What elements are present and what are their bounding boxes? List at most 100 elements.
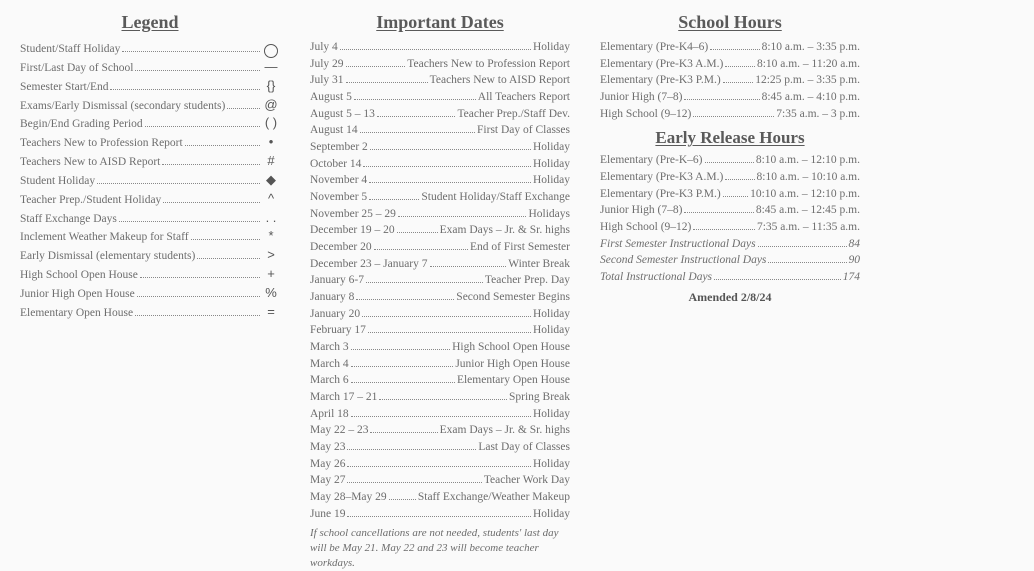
date-label: March 3 — [310, 339, 349, 356]
legend-symbol: @ — [262, 96, 280, 115]
date-event: Last Day of Classes — [478, 439, 570, 456]
legend-label: Inclement Weather Makeup for Staff — [20, 229, 189, 246]
date-event: Holiday — [533, 39, 570, 56]
leader-dots — [347, 466, 530, 467]
date-label: August 5 — [310, 89, 352, 106]
hours-column: School Hours Elementary (Pre-K4–6)8:10 a… — [600, 12, 860, 541]
leader-dots — [356, 299, 454, 300]
legend-symbol: • — [262, 133, 280, 152]
leader-dots — [710, 49, 759, 50]
leader-dots — [119, 221, 260, 222]
leader-dots — [185, 145, 260, 146]
leader-dots — [137, 296, 260, 297]
legend-row: High School Open House+ — [20, 265, 280, 284]
leader-dots — [684, 99, 759, 100]
date-event: Elementary Open House — [457, 372, 570, 389]
legend-row: Early Dismissal (elementary students) > — [20, 246, 280, 265]
hours-row: High School (9–12) 7:35 a.m. – 3 p.m. — [600, 106, 860, 123]
hours-label: High School (9–12) — [600, 219, 691, 236]
date-label: September 2 — [310, 139, 368, 156]
date-row: August 5 – 13Teacher Prep./Staff Dev. — [310, 106, 570, 123]
hours-label: Elementary (Pre-K–6) — [600, 152, 703, 169]
amended-note: Amended 2/8/24 — [600, 290, 860, 305]
legend-symbol: — — [262, 58, 280, 77]
date-label: March 4 — [310, 356, 349, 373]
legend-symbol — [262, 39, 280, 58]
legend-label: Early Dismissal (elementary students) — [20, 248, 195, 265]
date-row: January 6-7Teacher Prep. Day — [310, 272, 570, 289]
hours-value: 8:45 a.m. – 12:45 p.m. — [756, 202, 860, 219]
date-label: November 4 — [310, 172, 367, 189]
hours-row: First Semester Instructional Days84 — [600, 236, 860, 253]
leader-dots — [366, 282, 483, 283]
date-event: Holiday — [533, 456, 570, 473]
date-event: Holiday — [533, 172, 570, 189]
date-event: Teacher Prep./Staff Dev. — [457, 106, 570, 123]
leader-dots — [163, 202, 260, 203]
date-event: Holiday — [533, 306, 570, 323]
legend-row: Elementary Open House= — [20, 303, 280, 322]
date-label: December 20 — [310, 239, 372, 256]
date-event: Staff Exchange/Weather Makeup — [418, 489, 570, 506]
hours-row: Junior High (7–8)8:45 a.m. – 4:10 p.m. — [600, 89, 860, 106]
hours-value: 12:25 p.m. – 3:35 p.m. — [755, 72, 860, 89]
hours-value: 84 — [849, 236, 861, 253]
leader-dots — [397, 232, 438, 233]
date-event: Exam Days – Jr. & Sr. highs — [440, 222, 570, 239]
hours-row: Second Semester Instructional Days90 — [600, 252, 860, 269]
legend-symbol: {} — [262, 77, 280, 96]
hours-label: Elementary (Pre-K3 A.M.) — [600, 56, 723, 73]
date-event: Holiday — [533, 406, 570, 423]
leader-dots — [684, 212, 753, 213]
legend-symbol: ^ — [262, 190, 280, 209]
legend-symbol: . . — [262, 209, 280, 228]
hours-row: Elementary (Pre-K3 P.M.)10:10 a.m. – 12:… — [600, 186, 860, 203]
legend-symbol: > — [262, 246, 280, 265]
leader-dots — [110, 89, 260, 90]
leader-dots — [346, 66, 406, 67]
early-hours-list: Elementary (Pre-K–6) 8:10 a.m. – 12:10 p.… — [600, 152, 860, 235]
hours-label: Elementary (Pre-K3 A.M.) — [600, 169, 723, 186]
leader-dots — [354, 99, 476, 100]
date-label: December 23 – January 7 — [310, 256, 428, 273]
date-row: December 23 – January 7Winter Break — [310, 256, 570, 273]
leader-dots — [351, 382, 455, 383]
leader-dots — [369, 199, 419, 200]
date-row: February 17Holiday — [310, 322, 570, 339]
hours-value: 7:35 a.m. – 3 p.m. — [776, 106, 860, 123]
date-label: May 23 — [310, 439, 345, 456]
legend-column: Legend Student/Staff HolidayFirst/Last D… — [20, 12, 280, 541]
hours-label: High School (9–12) — [600, 106, 691, 123]
date-label: February 17 — [310, 322, 366, 339]
date-label: January 20 — [310, 306, 360, 323]
date-label: December 19 – 20 — [310, 222, 395, 239]
date-event: Teacher Work Day — [484, 472, 570, 489]
date-label: January 8 — [310, 289, 354, 306]
date-event: Holiday — [533, 156, 570, 173]
hours-value: 90 — [849, 252, 861, 269]
legend-row: Inclement Weather Makeup for Staff* — [20, 227, 280, 246]
dates-title: Important Dates — [310, 12, 570, 33]
hours-value: 8:10 a.m. – 12:10 p.m. — [756, 152, 860, 169]
hours-value: 8:10 a.m. – 11:20 a.m. — [757, 56, 860, 73]
date-row: November 5Student Holiday/Staff Exchange — [310, 189, 570, 206]
date-row: August 5All Teachers Report — [310, 89, 570, 106]
legend-label: Exams/Early Dismissal (secondary student… — [20, 98, 225, 115]
leader-dots — [191, 239, 260, 240]
date-row: May 26Holiday — [310, 456, 570, 473]
hours-row: Elementary (Pre-K–6) 8:10 a.m. – 12:10 p.… — [600, 152, 860, 169]
leader-dots — [145, 126, 260, 127]
leader-dots — [197, 258, 260, 259]
date-row: May 23 Last Day of Classes — [310, 439, 570, 456]
date-event: Teacher Prep. Day — [485, 272, 570, 289]
leader-dots — [693, 229, 755, 230]
leader-dots — [227, 108, 260, 109]
leader-dots — [705, 162, 754, 163]
leader-dots — [140, 277, 260, 278]
hours-row: Elementary (Pre-K3 A.M.) 8:10 a.m. – 11:2… — [600, 56, 860, 73]
leader-dots — [162, 164, 260, 165]
date-label: May 27 — [310, 472, 345, 489]
date-event: First Day of Classes — [477, 122, 570, 139]
leader-dots — [370, 432, 437, 433]
hours-value: 10:10 a.m. – 12:10 p.m. — [750, 186, 860, 203]
